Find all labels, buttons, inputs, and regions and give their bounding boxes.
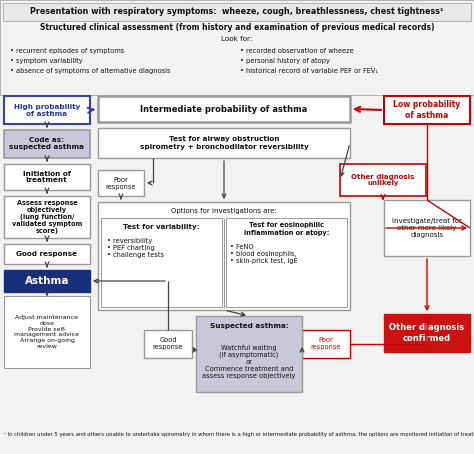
- FancyBboxPatch shape: [340, 164, 426, 196]
- FancyBboxPatch shape: [196, 316, 302, 392]
- FancyBboxPatch shape: [4, 244, 90, 264]
- Text: Watchful waiting
(if asymptomatic)
or
Commence treatment and
assess response obj: Watchful waiting (if asymptomatic) or Co…: [202, 345, 296, 379]
- Text: Test for eosinophilic
inflammation or atopy:: Test for eosinophilic inflammation or at…: [244, 222, 329, 236]
- Text: Good
response: Good response: [153, 337, 183, 350]
- Text: Good response: Good response: [17, 251, 78, 257]
- FancyBboxPatch shape: [4, 296, 90, 368]
- Text: Initiation of
treatment: Initiation of treatment: [23, 171, 71, 183]
- FancyBboxPatch shape: [3, 3, 471, 21]
- Text: High probability
of asthma: High probability of asthma: [14, 104, 80, 117]
- FancyBboxPatch shape: [384, 314, 470, 352]
- Text: • recorded observation of wheeze: • recorded observation of wheeze: [240, 48, 354, 54]
- Text: ¹ In children under 5 years and others unable to undertake spirometry in whom th: ¹ In children under 5 years and others u…: [4, 432, 474, 437]
- FancyBboxPatch shape: [4, 196, 90, 238]
- Text: Code as:
suspected asthma: Code as: suspected asthma: [9, 138, 84, 150]
- Text: Options for investigations are:: Options for investigations are:: [171, 208, 277, 214]
- FancyBboxPatch shape: [384, 200, 470, 256]
- FancyBboxPatch shape: [101, 218, 222, 307]
- FancyBboxPatch shape: [98, 128, 350, 158]
- Text: Investigate/treat for
other more likely
diagnosis: Investigate/treat for other more likely …: [392, 218, 462, 238]
- FancyBboxPatch shape: [4, 270, 90, 292]
- FancyBboxPatch shape: [4, 164, 90, 190]
- Text: Suspected asthma:: Suspected asthma:: [210, 323, 288, 329]
- Text: • historical record of variable PEF or FEV₁: • historical record of variable PEF or F…: [240, 68, 378, 74]
- Text: Low probability
of asthma: Low probability of asthma: [393, 100, 461, 120]
- Text: Test for airway obstruction
spirometry + bronchodilator reversibility: Test for airway obstruction spirometry +…: [140, 137, 309, 149]
- FancyBboxPatch shape: [0, 0, 474, 95]
- Text: Asthma: Asthma: [25, 276, 69, 286]
- Text: Assess response
objectively
(lung function/
validated symptom
score): Assess response objectively (lung functi…: [12, 200, 82, 234]
- FancyBboxPatch shape: [384, 96, 470, 124]
- Text: Structured clinical assessment (from history and examination of previous medical: Structured clinical assessment (from his…: [40, 24, 434, 33]
- Text: • FeNO
• blood eosinophils,
• skin-prick test, IgE: • FeNO • blood eosinophils, • skin-prick…: [230, 244, 298, 264]
- Text: Intermediate probability of asthma: Intermediate probability of asthma: [140, 104, 308, 114]
- Text: • recurrent episodes of symptoms: • recurrent episodes of symptoms: [10, 48, 124, 54]
- Text: Other diagnosis
confirmed: Other diagnosis confirmed: [390, 323, 465, 343]
- Text: • symptom variability: • symptom variability: [10, 58, 82, 64]
- Text: Test for variability:: Test for variability:: [123, 224, 200, 230]
- FancyBboxPatch shape: [98, 170, 144, 196]
- FancyBboxPatch shape: [302, 330, 350, 358]
- Text: Adjust maintenance
dose
Provide self-
management advice
Arrange on-going
review: Adjust maintenance dose Provide self- ma…: [15, 315, 80, 349]
- FancyBboxPatch shape: [98, 96, 350, 122]
- Text: • absence of symptoms of alternative diagnosis: • absence of symptoms of alternative dia…: [10, 68, 171, 74]
- Text: Other diagnosis
unlikely: Other diagnosis unlikely: [351, 173, 415, 187]
- Text: Poor
response: Poor response: [311, 337, 341, 350]
- Text: Presentation with respiratory symptoms:  wheeze, cough, breathlessness, chest ti: Presentation with respiratory symptoms: …: [30, 8, 444, 16]
- Text: Poor
response: Poor response: [106, 177, 136, 189]
- FancyBboxPatch shape: [226, 218, 347, 307]
- Text: • personal history of atopy: • personal history of atopy: [240, 58, 330, 64]
- FancyBboxPatch shape: [98, 202, 350, 310]
- Text: Look for:: Look for:: [221, 36, 253, 42]
- FancyBboxPatch shape: [4, 96, 90, 124]
- Text: • reversibility
• PEF charting
• challenge tests: • reversibility • PEF charting • challen…: [107, 238, 164, 258]
- FancyBboxPatch shape: [144, 330, 192, 358]
- FancyBboxPatch shape: [4, 130, 90, 158]
